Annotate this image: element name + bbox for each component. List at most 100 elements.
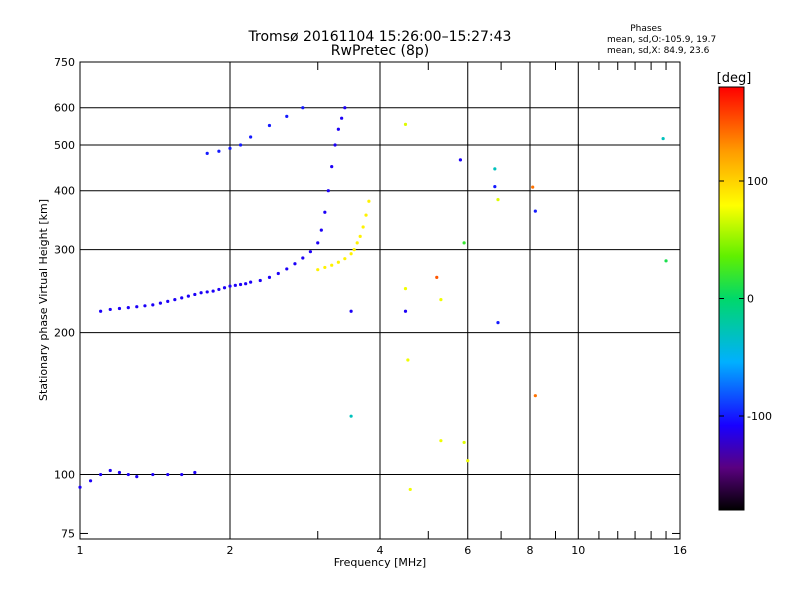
x-tick-label: 10	[571, 544, 585, 557]
y-tick-label: 100	[54, 469, 75, 482]
data-point	[249, 135, 253, 139]
data-point	[238, 143, 243, 147]
plot-grid	[80, 62, 680, 539]
x-tick-label: 2	[227, 544, 234, 557]
data-point	[267, 123, 272, 128]
data-point	[180, 472, 184, 477]
y-tick-label: 600	[54, 102, 75, 115]
data-point	[151, 472, 155, 477]
x-tick-label: 4	[377, 544, 384, 557]
data-point	[135, 305, 139, 309]
data-point	[244, 282, 248, 286]
data-point	[403, 122, 408, 126]
x-axis-label: Frequency [MHz]	[334, 556, 426, 569]
data-point	[99, 472, 103, 477]
data-point	[126, 306, 130, 310]
data-point	[406, 358, 410, 362]
data-point	[323, 265, 327, 270]
data-point	[323, 210, 327, 214]
data-point	[493, 185, 497, 189]
data-point	[205, 151, 209, 155]
axis-ticks: 1 2 4 6 8 10 16 75 100 200 300 400 500 600 750	[54, 56, 687, 557]
data-point	[319, 228, 323, 232]
data-point	[349, 252, 353, 256]
data-point	[166, 299, 170, 303]
data-point	[496, 198, 500, 202]
data-point	[276, 271, 280, 276]
data-point	[285, 114, 289, 119]
data-point	[126, 472, 130, 477]
data-point	[340, 116, 344, 120]
data-point	[308, 250, 313, 254]
y-tick-label: 75	[61, 527, 75, 540]
data-point	[217, 287, 221, 292]
data-point	[343, 257, 347, 261]
data-point	[293, 262, 297, 266]
data-point	[493, 167, 497, 171]
data-point	[211, 289, 215, 293]
data-point	[664, 259, 668, 263]
data-point	[364, 213, 368, 217]
data-point	[186, 294, 190, 298]
data-point	[217, 149, 221, 153]
data-point	[336, 127, 340, 131]
data-point	[531, 185, 535, 189]
data-point	[358, 234, 362, 239]
chart-subtitle: RwPretec (8p)	[331, 43, 429, 59]
x-tick-label: 1	[77, 544, 84, 557]
data-point	[99, 309, 103, 313]
data-point	[222, 286, 227, 290]
chart-title: Tromsø 20161104 15:26:00–15:27:43	[248, 29, 512, 45]
y-axis-label: Stationary phase Virtual Height [km]	[37, 199, 50, 401]
data-point	[496, 321, 500, 325]
data-point	[143, 304, 147, 308]
data-point	[316, 268, 320, 272]
data-point	[233, 283, 237, 287]
colorbar-label: [deg]	[717, 71, 752, 86]
colorbar-tick-label: 0	[747, 293, 754, 306]
data-point	[158, 301, 163, 305]
data-point	[533, 209, 537, 213]
data-point	[151, 303, 155, 307]
data-point	[267, 275, 272, 279]
data-point	[108, 468, 112, 473]
data-point	[408, 487, 412, 492]
data-point	[173, 298, 177, 302]
y-tick-label: 400	[54, 185, 75, 198]
data-point	[466, 459, 470, 463]
data-point	[193, 470, 197, 475]
data-point	[238, 282, 243, 287]
plot-frame	[79, 61, 681, 540]
data-point	[301, 106, 305, 110]
data-point	[403, 309, 408, 313]
data-point	[316, 241, 320, 245]
data-point	[285, 267, 289, 271]
data-point	[439, 298, 443, 302]
data-point	[228, 284, 232, 288]
phases-heading: Phases	[630, 24, 662, 34]
data-point	[361, 225, 365, 229]
data-point	[117, 306, 122, 311]
data-point	[355, 241, 359, 245]
data-point	[462, 440, 466, 445]
y-tick-label: 500	[54, 139, 75, 152]
phases-o-stats: mean, sd,O:-105.9, 19.7	[607, 35, 716, 45]
x-tick-label: 16	[673, 544, 687, 557]
data-point	[352, 248, 356, 252]
data-point	[166, 472, 170, 477]
data-point	[336, 260, 340, 264]
data-point	[330, 263, 334, 267]
data-point	[661, 136, 665, 141]
data-point	[458, 158, 463, 162]
data-point	[343, 106, 347, 110]
data-point	[403, 286, 408, 291]
x-tick-label: 8	[527, 544, 534, 557]
data-point	[333, 143, 337, 147]
data-point	[199, 291, 203, 295]
data-point	[462, 241, 466, 245]
data-point	[533, 394, 537, 398]
data-point	[78, 485, 82, 489]
data-point	[301, 256, 305, 260]
y-tick-label: 300	[54, 244, 75, 257]
